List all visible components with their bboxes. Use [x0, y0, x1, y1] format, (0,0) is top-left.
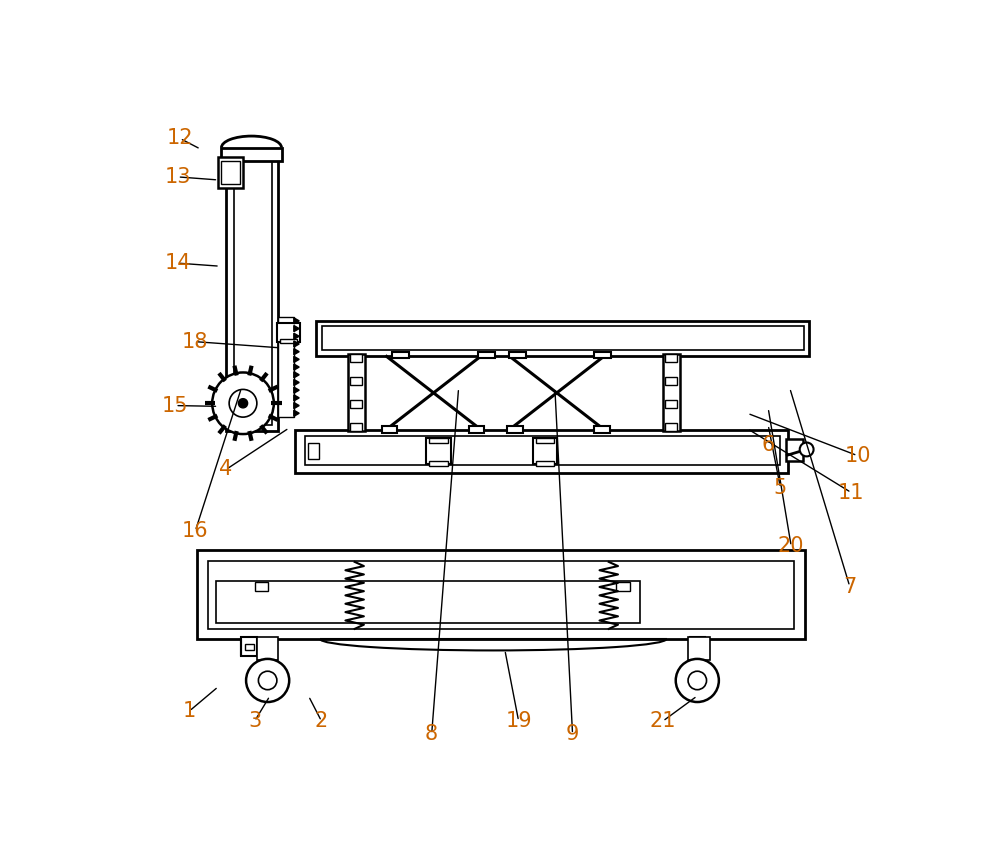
Bar: [221, 148, 282, 161]
Text: 3: 3: [248, 711, 261, 731]
Bar: [322, 326, 804, 350]
Bar: [594, 426, 610, 432]
Circle shape: [238, 399, 248, 408]
Bar: [616, 582, 630, 591]
Polygon shape: [294, 402, 299, 408]
Bar: [478, 352, 495, 358]
Bar: [536, 438, 554, 443]
Bar: [241, 637, 257, 656]
Bar: [429, 461, 448, 466]
Polygon shape: [294, 410, 299, 416]
Bar: [305, 436, 780, 465]
Circle shape: [229, 390, 257, 417]
Bar: [308, 443, 319, 460]
Polygon shape: [294, 356, 299, 362]
Polygon shape: [294, 348, 299, 354]
Text: 14: 14: [164, 253, 191, 273]
Bar: [208, 561, 794, 629]
Bar: [221, 160, 240, 184]
Bar: [688, 637, 710, 660]
Text: 1: 1: [182, 701, 196, 722]
Bar: [197, 550, 805, 639]
Bar: [278, 317, 294, 417]
Text: 10: 10: [844, 445, 871, 466]
Text: 16: 16: [182, 521, 209, 541]
Bar: [665, 400, 677, 408]
Bar: [665, 354, 677, 362]
Polygon shape: [294, 387, 299, 393]
Bar: [257, 637, 278, 660]
Bar: [665, 377, 677, 384]
Text: 12: 12: [167, 129, 193, 148]
Bar: [216, 581, 640, 624]
Bar: [690, 637, 705, 656]
Bar: [350, 423, 362, 431]
Text: 8: 8: [425, 724, 438, 745]
Text: 20: 20: [778, 536, 804, 557]
Text: 5: 5: [774, 478, 787, 498]
Text: 9: 9: [566, 724, 579, 745]
Text: 2: 2: [315, 711, 328, 731]
Polygon shape: [294, 333, 299, 340]
Text: 11: 11: [838, 482, 865, 503]
Bar: [536, 461, 554, 466]
Bar: [559, 441, 659, 461]
Circle shape: [258, 671, 277, 690]
Bar: [429, 438, 448, 443]
Bar: [350, 377, 362, 384]
Bar: [392, 352, 409, 358]
Bar: [316, 321, 809, 355]
Bar: [594, 352, 611, 358]
Polygon shape: [294, 395, 299, 401]
Polygon shape: [294, 379, 299, 385]
Bar: [665, 423, 677, 431]
Bar: [693, 644, 702, 650]
Bar: [280, 339, 297, 343]
Polygon shape: [294, 341, 299, 347]
Text: 6: 6: [761, 435, 775, 455]
Bar: [509, 352, 526, 358]
Bar: [469, 426, 484, 432]
Text: 21: 21: [649, 711, 676, 731]
Bar: [507, 426, 523, 432]
Bar: [350, 400, 362, 408]
Polygon shape: [294, 372, 299, 378]
Bar: [226, 158, 278, 431]
Bar: [295, 430, 788, 473]
Circle shape: [676, 659, 719, 702]
Bar: [245, 644, 254, 650]
Circle shape: [688, 671, 707, 690]
Bar: [234, 160, 272, 425]
Bar: [786, 439, 803, 461]
Bar: [663, 354, 680, 431]
Bar: [426, 438, 451, 464]
Polygon shape: [294, 364, 299, 370]
Bar: [350, 354, 362, 362]
Text: 19: 19: [505, 711, 532, 731]
Bar: [382, 426, 397, 432]
Circle shape: [212, 372, 274, 434]
Bar: [318, 441, 426, 461]
Bar: [218, 157, 243, 188]
Text: 18: 18: [182, 332, 208, 352]
Text: 15: 15: [162, 396, 188, 415]
Text: 13: 13: [164, 166, 191, 187]
Bar: [533, 438, 557, 464]
Polygon shape: [294, 317, 299, 324]
Polygon shape: [294, 325, 299, 332]
Text: 4: 4: [219, 460, 233, 480]
Text: 7: 7: [843, 577, 856, 596]
Bar: [277, 323, 300, 341]
Bar: [348, 354, 365, 431]
Bar: [255, 582, 268, 591]
Circle shape: [246, 659, 289, 702]
Circle shape: [800, 443, 814, 456]
